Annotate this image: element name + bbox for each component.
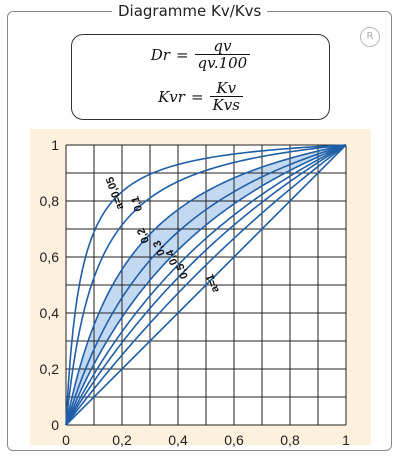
series-line-1 <box>65 144 347 426</box>
y-tick-label: 0 <box>51 417 59 433</box>
y-tick-label: 0,6 <box>40 249 60 265</box>
formula-dr: Dr = qv qv.100 <box>72 39 329 71</box>
formula-dr-numerator: qv <box>213 37 232 55</box>
formula-kvr-numerator: Kv <box>216 79 237 97</box>
series-line-3 <box>65 144 347 426</box>
series-label-3: 0,3 <box>151 239 168 258</box>
series-line-4 <box>65 144 347 426</box>
formula-kvr-lhs: Kvr <box>158 88 185 106</box>
formula-box: Dr = qv qv.100 Kvr = Kv Kvs <box>71 34 330 120</box>
x-tick-label: 0,8 <box>280 432 300 448</box>
series-line-0 <box>65 144 347 426</box>
series-line-7 <box>65 144 347 426</box>
series-line-5 <box>65 144 347 426</box>
formula-kvr-fraction: Kv Kvs <box>209 79 243 113</box>
series-label-6: 0,5 <box>174 262 191 281</box>
y-tick-label: 0,2 <box>40 361 60 377</box>
y-tick-label: 0,4 <box>40 305 60 321</box>
series-line-8 <box>65 144 347 426</box>
x-tick-label: 0,4 <box>168 432 188 448</box>
series-line-6 <box>65 144 347 426</box>
formula-kvr-denominator: Kvs <box>209 96 243 113</box>
series-label-2: 0,2 <box>135 226 152 245</box>
x-tick-label: 1 <box>342 432 350 448</box>
y-tick-label: 1 <box>51 137 59 153</box>
frame-title: Diagramme Kv/Kvs <box>112 0 268 22</box>
y-tick-label: 0,8 <box>40 193 60 209</box>
series-label-8: a=1 <box>204 272 222 294</box>
x-tick-label: 0,2 <box>112 432 132 448</box>
series-line-2 <box>65 144 347 426</box>
formula-kvr: Kvr = Kv Kvs <box>72 81 329 113</box>
formula-kvr-equals: = <box>190 88 204 106</box>
series-label-4: 0,4 <box>164 247 181 266</box>
formula-dr-denominator: qv.100 <box>194 54 251 71</box>
x-tick-label: 0 <box>62 432 70 448</box>
formula-dr-lhs: Dr <box>150 46 170 64</box>
registered-trademark-icon: R <box>360 27 380 47</box>
series-label-1: 0,1 <box>129 195 145 213</box>
x-tick-label: 0,6 <box>224 432 244 448</box>
formula-dr-fraction: qv qv.100 <box>194 37 251 71</box>
formula-dr-equals: = <box>175 46 189 64</box>
